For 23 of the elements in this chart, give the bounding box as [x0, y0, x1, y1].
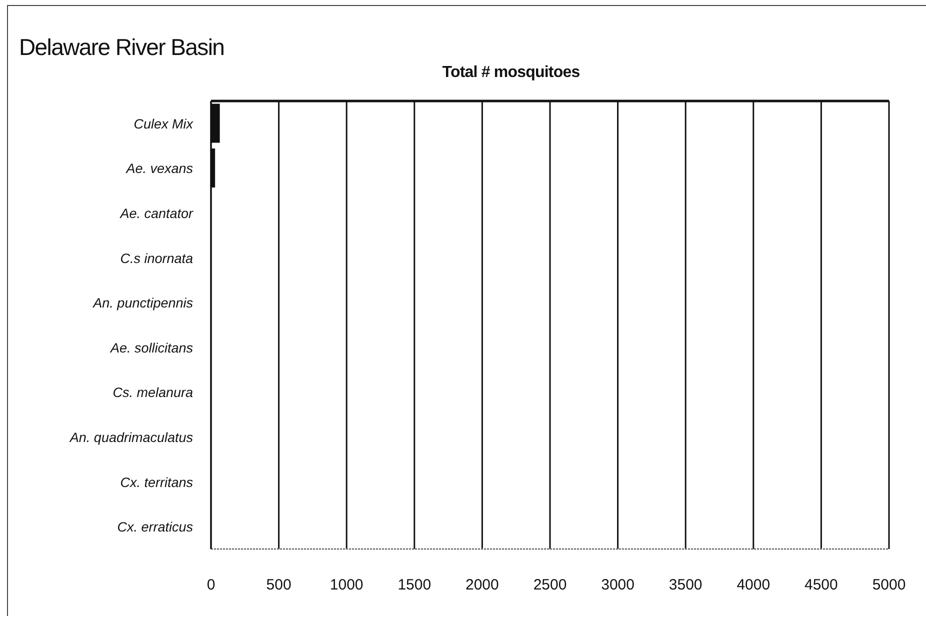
y-tick-label: C.s inornata [120, 250, 194, 266]
x-tick-label: 2000 [466, 576, 499, 594]
y-tick-label: An. quadrimaculatus [68, 430, 194, 445]
y-tick-label: Cs. melanura [112, 385, 194, 400]
x-tick-label: 5000 [872, 576, 906, 594]
y-tick-label: Cx. territans [120, 474, 194, 490]
y-tick-label: An. punctipennis [92, 296, 194, 311]
y-tick-label: Cx. erraticus [117, 520, 194, 535]
chart-title: Delaware River Basin [19, 34, 224, 61]
x-tick-label: 3500 [668, 576, 702, 594]
y-tick-label: Ae. sollicitans [109, 340, 194, 356]
y-tick-label: Ae. vexans [125, 161, 194, 176]
y-tick-label: Culex Mix [134, 116, 194, 132]
x-tick-label: 2500 [533, 576, 567, 594]
x-tick-label: 4500 [804, 576, 838, 594]
x-axis-title: Total # mosquitoes [442, 64, 580, 82]
x-tick-label: 1500 [398, 576, 432, 594]
x-tick-label: 3000 [601, 576, 634, 594]
x-tick-label: 0 [206, 576, 216, 594]
x-tick-label: 500 [266, 576, 292, 594]
x-tick-label: 4000 [736, 576, 770, 594]
x-tick-label: 1000 [330, 576, 364, 594]
y-tick-label: Ae. cantator [119, 206, 194, 221]
